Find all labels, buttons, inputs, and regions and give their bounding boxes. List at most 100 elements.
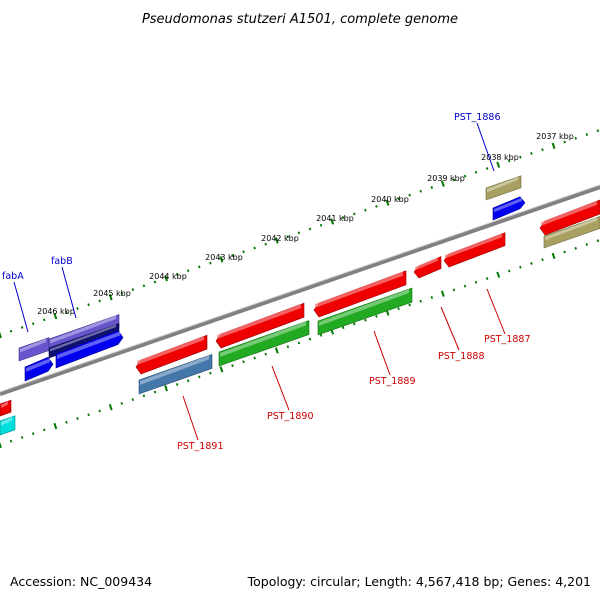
inner-ruler-major-tick [164,385,168,392]
inner-ruler-minor-tick [397,307,400,311]
gene-PST_1888-arrow[interactable] [413,256,442,279]
inner-ruler-minor-tick [430,296,434,299]
inner-ruler-minor-tick [474,280,478,284]
gene-PST_1890-body[interactable] [218,320,310,367]
inner-ruler-major-tick [53,422,58,430]
inner-ruler-major-tick [496,271,501,278]
inner-ruler-minor-tick [341,326,345,330]
kbp-tick-label: 2041 kbp [316,214,354,223]
gene-PST_1887-arrow[interactable] [443,232,506,268]
inner-ruler-minor-tick [308,337,312,341]
map-title: Pseudomonas stutzeri A1501, complete gen… [142,12,458,27]
gene-PST_1889-arrow[interactable] [313,270,407,318]
outer-ruler-minor-tick [242,250,245,254]
gene-fabA-arrow[interactable] [24,356,54,382]
inner-ruler-minor-tick [463,284,467,288]
gene-PST_1890-arrow[interactable] [215,302,305,349]
gene-label-PST_1886[interactable]: PST_1886 [454,112,501,123]
kbp-tick-label: 2039 kbp [427,174,465,183]
outer-ruler-minor-tick [364,208,367,212]
gene-label-PST_1887[interactable]: PST_1887 [484,334,531,345]
inner-ruler-minor-tick [186,379,190,383]
kbp-tick-label: 2038 kbp [481,153,519,162]
inner-ruler-minor-tick [297,341,301,345]
outer-ruler-minor-tick [31,322,35,326]
outer-ruler-major-tick [274,237,279,244]
outer-ruler-minor-tick [175,273,179,276]
outer-ruler-minor-tick [9,329,13,333]
outer-ruler-minor-tick [563,140,566,144]
gene-label-PST_1889[interactable]: PST_1889 [369,376,416,387]
outer-ruler-minor-tick [408,193,411,197]
inner-ruler-minor-tick [508,269,511,273]
gene-label-fabA[interactable]: fabA [2,271,24,282]
inner-ruler-minor-tick [364,318,367,322]
outer-ruler-major-tick [53,312,58,320]
inner-ruler-minor-tick [31,432,35,436]
outer-ruler-minor-tick [20,326,24,329]
inner-ruler-minor-tick [231,364,234,367]
gene-PST_1886-arrow[interactable] [492,196,526,221]
inner-ruler-minor-tick [585,243,589,246]
backbone-highlight [0,184,600,393]
outer-ruler-minor-tick [375,204,378,208]
gene-PST_1891-body[interactable] [138,354,213,395]
inner-ruler-minor-tick [452,288,456,292]
outer-ruler-minor-tick [186,269,190,273]
inner-ruler-major-tick [440,290,445,297]
gene-fabA-body[interactable] [18,337,50,362]
kbp-tick-label: 2040 kbp [371,195,409,204]
outer-ruler-minor-tick [341,216,345,220]
gene-PST_1889-body[interactable] [317,287,413,336]
gene-PST_1884-body[interactable] [543,216,600,249]
inner-ruler-minor-tick [142,394,146,398]
outer-ruler-major-tick [496,161,501,168]
outer-ruler-minor-tick [508,159,511,163]
inner-ruler-minor-tick [153,390,157,394]
outer-ruler-major-tick [164,275,168,282]
gene-labels: fabA fabB PST_1886 PST_1887 PST_1888 PST_1889… [2,112,531,452]
inner-ruler-minor-tick [87,413,90,417]
gene-PST_1886-body[interactable] [485,175,522,201]
outer-ruler-minor-tick [585,133,589,136]
outer-ruler-minor-tick [353,212,356,216]
gene-label-PST_1891[interactable]: PST_1891 [177,441,224,452]
leader-line-fabB [61,266,77,319]
leader-line-PST_1887 [486,288,506,335]
inner-ruler-minor-tick [20,436,24,439]
outer-ruler-major-tick [219,256,224,263]
inner-ruler-minor-tick [253,356,256,360]
kbp-tick-label: 2037 kbp [536,132,574,141]
outer-ruler-minor-tick [463,174,467,178]
outer-ruler-minor-tick [541,148,544,152]
kbp-tick-label: 2042 kbp [261,234,299,243]
leader-line-PST_1891 [182,395,199,441]
outer-ruler-minor-tick [286,235,290,239]
gene-edge-red[interactable] [0,399,12,417]
inner-ruler-minor-tick [175,383,179,386]
gene-PST_1885-arrow[interactable] [539,199,600,236]
kbp-tick-label: 2045 kbp [93,289,131,298]
inner-ruler-minor-tick [198,375,201,379]
inner-ruler-minor-tick [65,420,68,424]
outer-ruler-minor-tick [519,155,522,159]
gene-label-fabB[interactable]: fabB [51,256,73,267]
gene-label-PST_1888[interactable]: PST_1888 [438,351,485,362]
gene-edge-cyan[interactable] [0,415,16,436]
gene-label-PST_1890[interactable]: PST_1890 [267,411,314,422]
gene-PST_1891-arrow[interactable] [135,334,208,375]
leader-line-PST_1890 [271,365,290,411]
inner-ruler-minor-tick [98,409,101,413]
outer-ruler-minor-tick [209,261,212,265]
kbp-tick-label: 2046 kbp [37,307,75,316]
leader-line-fabA [13,281,29,333]
leader-line-PST_1888 [440,306,460,351]
outer-ruler-minor-tick [98,299,101,303]
inner-ruler-minor-tick [530,261,533,265]
outer-ruler-minor-tick [253,246,256,250]
genome-backbone [0,184,600,396]
gene-fabB-arrow[interactable] [55,330,124,369]
inner-ruler-major-tick [551,252,556,260]
inner-ruler-minor-tick [596,239,600,243]
